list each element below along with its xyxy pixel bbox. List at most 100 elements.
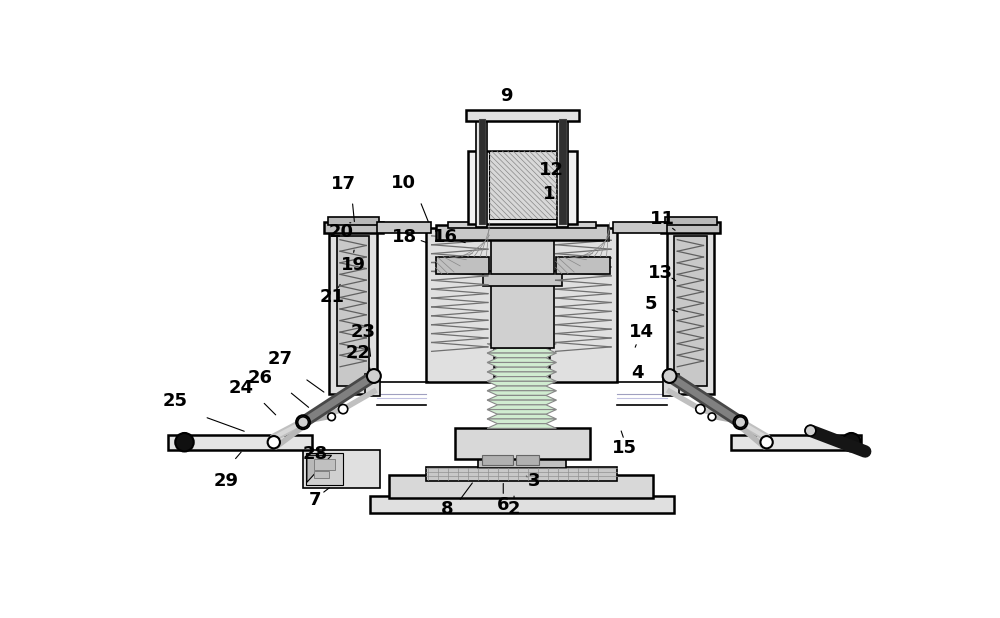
Text: 10: 10 [391,174,416,192]
Bar [168,434,312,450]
Polygon shape [487,400,556,405]
Text: 11: 11 [650,210,675,228]
Text: 18: 18 [392,229,417,247]
Text: 25: 25 [163,392,188,410]
Bar [426,467,617,481]
Text: 13: 13 [648,264,673,282]
Text: 14: 14 [629,323,654,341]
Text: 23: 23 [351,323,376,341]
Text: 20: 20 [329,223,354,241]
Bar [337,236,369,386]
Text: 1: 1 [543,185,556,203]
Polygon shape [487,367,556,372]
Polygon shape [307,455,332,482]
Text: 6: 6 [497,496,510,514]
Circle shape [735,417,746,428]
Circle shape [805,425,816,436]
Bar [314,471,329,478]
Bar [489,151,557,219]
Text: 15: 15 [612,439,637,457]
Polygon shape [487,391,556,396]
Text: 5: 5 [645,295,657,313]
Polygon shape [487,349,556,353]
Text: 24: 24 [229,379,254,397]
Bar [479,119,485,224]
Bar [516,455,539,465]
Bar [549,228,617,382]
Text: 19: 19 [341,256,366,274]
Text: 28: 28 [303,445,328,463]
Polygon shape [487,396,556,400]
Bar [314,459,335,470]
Bar [613,222,666,233]
Bar [448,222,596,228]
Circle shape [367,369,381,383]
Polygon shape [487,419,556,424]
Circle shape [760,436,773,449]
Bar [665,218,717,225]
Bar [674,236,707,386]
Bar [455,428,590,459]
Circle shape [696,405,705,413]
Text: 8: 8 [441,500,453,519]
Text: 16: 16 [433,229,458,247]
Bar [482,455,512,465]
Circle shape [175,433,194,452]
Bar [365,375,380,396]
Bar [731,434,861,450]
Polygon shape [487,405,556,410]
Bar [663,375,679,396]
Text: 9: 9 [500,87,513,104]
Bar [389,475,653,497]
Bar [306,453,343,485]
Polygon shape [487,410,556,414]
Bar [370,496,674,513]
Bar [468,151,577,224]
Bar [324,222,383,233]
Circle shape [733,415,747,429]
Bar [466,111,579,121]
Bar [476,117,487,227]
Polygon shape [487,424,556,428]
Bar [483,271,562,286]
Circle shape [663,369,677,383]
Polygon shape [487,386,556,391]
Polygon shape [487,353,556,358]
Polygon shape [487,344,556,349]
Circle shape [328,413,335,421]
Bar [303,450,380,488]
Circle shape [708,413,716,421]
Bar [436,225,608,240]
Circle shape [296,415,310,429]
Polygon shape [487,376,556,381]
Bar [556,256,610,274]
Text: 22: 22 [346,344,371,362]
Bar [491,209,554,274]
Bar [661,222,720,233]
Polygon shape [487,381,556,386]
Text: 7: 7 [309,491,322,509]
Circle shape [338,405,348,413]
Text: 26: 26 [247,370,272,387]
Bar [478,453,566,468]
Bar [557,117,568,227]
Bar [559,119,566,224]
Text: 29: 29 [214,472,239,489]
Text: 17: 17 [331,176,356,193]
Text: 2: 2 [508,500,520,519]
Bar [328,218,379,225]
Bar [377,222,431,233]
Text: 4: 4 [631,364,643,382]
Bar [436,256,489,274]
Bar [426,228,494,382]
Circle shape [842,433,861,452]
Circle shape [298,417,308,428]
Text: 21: 21 [320,289,345,307]
Bar [666,228,714,394]
Text: 12: 12 [538,161,564,179]
Bar [329,228,377,394]
Bar [491,282,554,347]
Text: 3: 3 [528,472,540,489]
Circle shape [268,436,280,449]
Polygon shape [487,358,556,363]
